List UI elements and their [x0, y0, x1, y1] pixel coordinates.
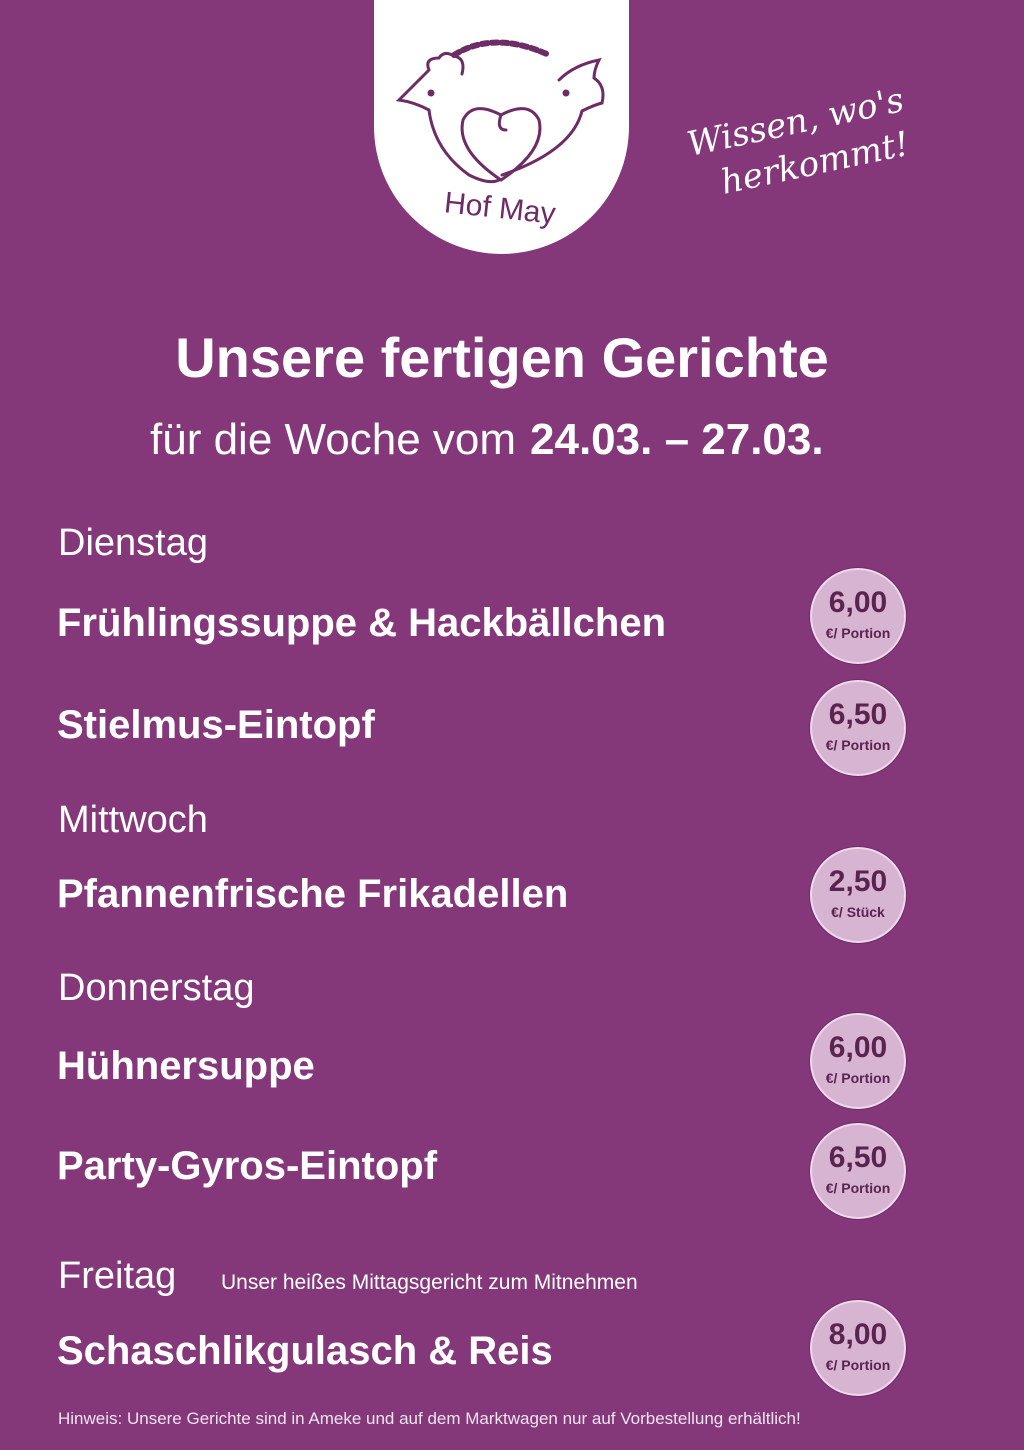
page-subtitle: für die Woche vom 24.03. – 27.03.: [150, 415, 824, 465]
price-badge: 6,00 €/ Portion: [810, 568, 906, 664]
dish-name: Stielmus-Eintopf: [57, 703, 375, 747]
price: 6,00: [828, 586, 888, 619]
day-label: Freitag: [58, 1255, 177, 1297]
price: 6,50: [828, 698, 888, 731]
price-unit: €/ Portion: [825, 1357, 891, 1373]
slogan: Wissen, wo's herkommt!: [683, 78, 917, 210]
price-badge: 6,50 €/ Portion: [810, 680, 906, 776]
price-badge: 8,00 €/ Portion: [810, 1300, 906, 1396]
dish-name: Party-Gyros-Eintopf: [57, 1144, 438, 1188]
hof-may-logo: Hof May: [374, 0, 629, 254]
price-badge: 2,50 €/ Stück: [810, 847, 906, 943]
day-label: Dienstag: [58, 522, 208, 564]
dish-name: Schaschlikgulasch & Reis: [57, 1329, 553, 1373]
day-note: Unser heißes Mittagsgericht zum Mitnehme…: [221, 1271, 638, 1294]
chicken-pig-heart-icon: [395, 39, 605, 184]
price-unit: €/ Portion: [825, 625, 891, 641]
price-unit: €/ Stück: [831, 904, 885, 920]
dish-name: Pfannenfrische Frikadellen: [57, 872, 569, 916]
date-range: 24.03. – 27.03.: [530, 415, 824, 464]
price-badge: 6,00 €/ Portion: [810, 1013, 906, 1109]
day-label: Donnerstag: [58, 967, 255, 1009]
price-badge: 6,50 €/ Portion: [810, 1123, 906, 1219]
price: 2,50: [828, 865, 888, 898]
dish-name: Frühlingssuppe & Hackbällchen: [57, 601, 667, 645]
price-unit: €/ Portion: [825, 737, 891, 753]
price: 8,00: [828, 1318, 888, 1351]
price-unit: €/ Portion: [825, 1070, 891, 1086]
price-unit: €/ Portion: [825, 1180, 891, 1196]
page-title: Unsere fertigen Gerichte: [175, 326, 829, 389]
subtitle-text: für die Woche vom: [150, 415, 517, 464]
day-label: Mittwoch: [58, 799, 208, 841]
price: 6,50: [828, 1141, 888, 1174]
price: 6,00: [828, 1031, 888, 1064]
dish-name: Hühnersuppe: [57, 1044, 315, 1088]
footer-note: Hinweis: Unsere Gerichte sind in Ameke u…: [58, 1409, 801, 1428]
